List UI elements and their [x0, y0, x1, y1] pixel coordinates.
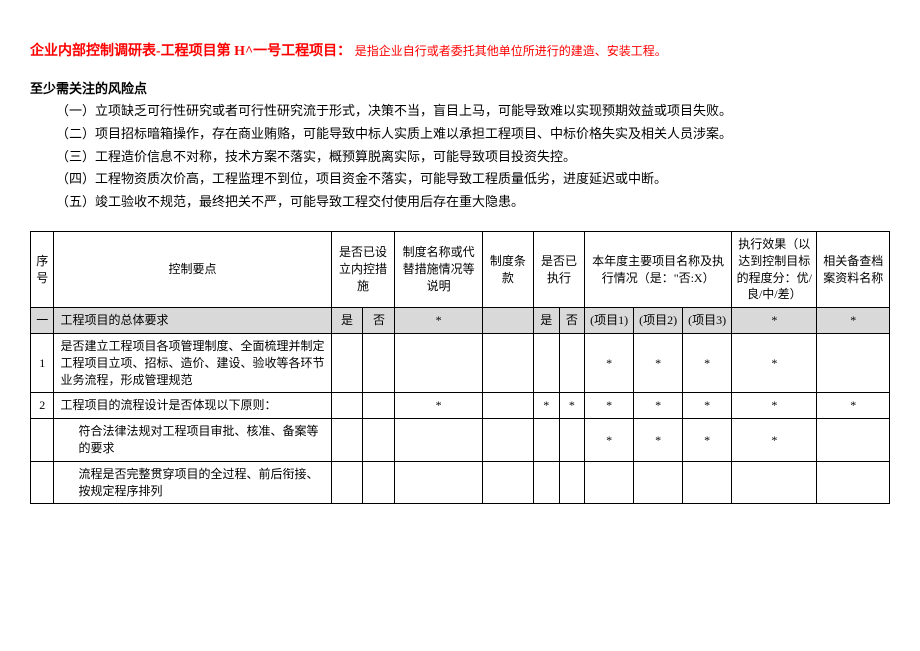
cell	[683, 461, 732, 504]
cell	[533, 333, 559, 392]
risk-list: （一）立项缺乏可行性研究或者可行性研究流于形式，决策不当，盲目上马，可能导致难以…	[30, 101, 890, 213]
cell	[559, 419, 585, 462]
cell: *	[817, 393, 890, 419]
cell: *	[732, 419, 817, 462]
cell: *	[817, 308, 890, 334]
th-sys: 制度名称或代替措施情况等说明	[395, 231, 482, 307]
risk-item: （四）工程物资质次价高，工程监理不到位，项目资金不落实，可能导致工程质量低劣，进…	[30, 169, 890, 190]
th-eff: 执行效果（以达到控制目标的程度分：优/良/中/差）	[732, 231, 817, 307]
risk-item: （一）立项缺乏可行性研究或者可行性研究流于形式，决策不当，盲目上马，可能导致难以…	[30, 101, 890, 122]
cell	[482, 461, 533, 504]
cell: *	[634, 333, 683, 392]
cell	[482, 393, 533, 419]
row-num: 2	[31, 393, 54, 419]
table-row: 流程是否完整贯穿项目的全过程、前后衔接、按规定程序排列	[31, 461, 890, 504]
cell	[559, 461, 585, 504]
cell: *	[732, 393, 817, 419]
row-num	[31, 419, 54, 462]
cell: *	[559, 393, 585, 419]
section-num: 一	[31, 308, 54, 334]
cell: *	[395, 393, 482, 419]
cell	[331, 419, 363, 462]
th-seq: 序号	[31, 231, 54, 307]
risk-item: （五）竣工验收不规范，最终把关不严，可能导致工程交付使用后存在重大隐患。	[30, 192, 890, 213]
cell	[817, 419, 890, 462]
cell	[634, 461, 683, 504]
row-ctrl: 符合法律法规对工程项目审批、核准、备案等的要求	[54, 419, 331, 462]
cell: 是	[533, 308, 559, 334]
cell: *	[634, 393, 683, 419]
cell: *	[634, 419, 683, 462]
cell	[395, 461, 482, 504]
row-ctrl: 工程项目的流程设计是否体现以下原则：	[54, 393, 331, 419]
table-row: 1 是否建立工程项目各项管理制度、全面梳理并制定工程项目立项、招标、造价、建设、…	[31, 333, 890, 392]
cell	[331, 393, 363, 419]
title-desc: 是指企业自行或者委托其他单位所进行的建造、安装工程。	[355, 44, 667, 58]
control-table: 序号 控制要点 是否已设立内控措施 制度名称或代替措施情况等说明 制度条款 是否…	[30, 231, 890, 504]
cell	[817, 333, 890, 392]
cell: (项目1)	[585, 308, 634, 334]
cell: *	[533, 393, 559, 419]
cell: (项目3)	[683, 308, 732, 334]
cell	[482, 419, 533, 462]
th-set: 是否已设立内控措施	[331, 231, 395, 307]
cell: 否	[559, 308, 585, 334]
row-num: 1	[31, 333, 54, 392]
risk-item: （三）工程造价信息不对称，技术方案不落实，概预算脱离实际，可能导致项目投资失控。	[30, 147, 890, 168]
document-title: 企业内部控制调研表-工程项目第 H^一号工程项目： 是指企业自行或者委托其他单位…	[30, 40, 890, 60]
row-num	[31, 461, 54, 504]
cell: 否	[363, 308, 395, 334]
th-exec: 是否已执行	[533, 231, 584, 307]
section-title: 工程项目的总体要求	[54, 308, 331, 334]
table-row: 符合法律法规对工程项目审批、核准、备案等的要求 * * * *	[31, 419, 890, 462]
th-arch: 相关备查档案资料名称	[817, 231, 890, 307]
cell: *	[683, 393, 732, 419]
cell	[395, 419, 482, 462]
cell	[331, 461, 363, 504]
cell	[585, 461, 634, 504]
cell: *	[683, 333, 732, 392]
cell	[395, 333, 482, 392]
row-ctrl: 是否建立工程项目各项管理制度、全面梳理并制定工程项目立项、招标、造价、建设、验收…	[54, 333, 331, 392]
cell: *	[732, 333, 817, 392]
row-ctrl: 流程是否完整贯穿项目的全过程、前后衔接、按规定程序排列	[54, 461, 331, 504]
cell	[533, 419, 559, 462]
cell: (项目2)	[634, 308, 683, 334]
cell	[331, 333, 363, 392]
cell	[817, 461, 890, 504]
cell: *	[732, 308, 817, 334]
risk-heading: 至少需关注的风险点	[30, 78, 890, 97]
cell	[363, 393, 395, 419]
cell	[363, 419, 395, 462]
table-row: 2 工程项目的流程设计是否体现以下原则： * * * * * * * *	[31, 393, 890, 419]
cell	[363, 461, 395, 504]
cell	[482, 308, 533, 334]
cell	[559, 333, 585, 392]
section-row: 一 工程项目的总体要求 是 否 * 是 否 (项目1) (项目2) (项目3) …	[31, 308, 890, 334]
title-main: 企业内部控制调研表-工程项目第 H^一号工程项目：	[30, 44, 351, 59]
risk-item: （二）项目招标暗箱操作，存在商业贿赂，可能导致中标人实质上难以承担工程项目、中标…	[30, 124, 890, 145]
th-clause: 制度条款	[482, 231, 533, 307]
cell	[363, 333, 395, 392]
cell: 是	[331, 308, 363, 334]
th-year: 本年度主要项目名称及执行情况（是："否:X）	[585, 231, 732, 307]
cell: *	[395, 308, 482, 334]
th-ctrl: 控制要点	[54, 231, 331, 307]
cell: *	[585, 333, 634, 392]
cell: *	[683, 419, 732, 462]
cell	[482, 333, 533, 392]
cell	[533, 461, 559, 504]
cell: *	[585, 393, 634, 419]
cell	[732, 461, 817, 504]
cell: *	[585, 419, 634, 462]
